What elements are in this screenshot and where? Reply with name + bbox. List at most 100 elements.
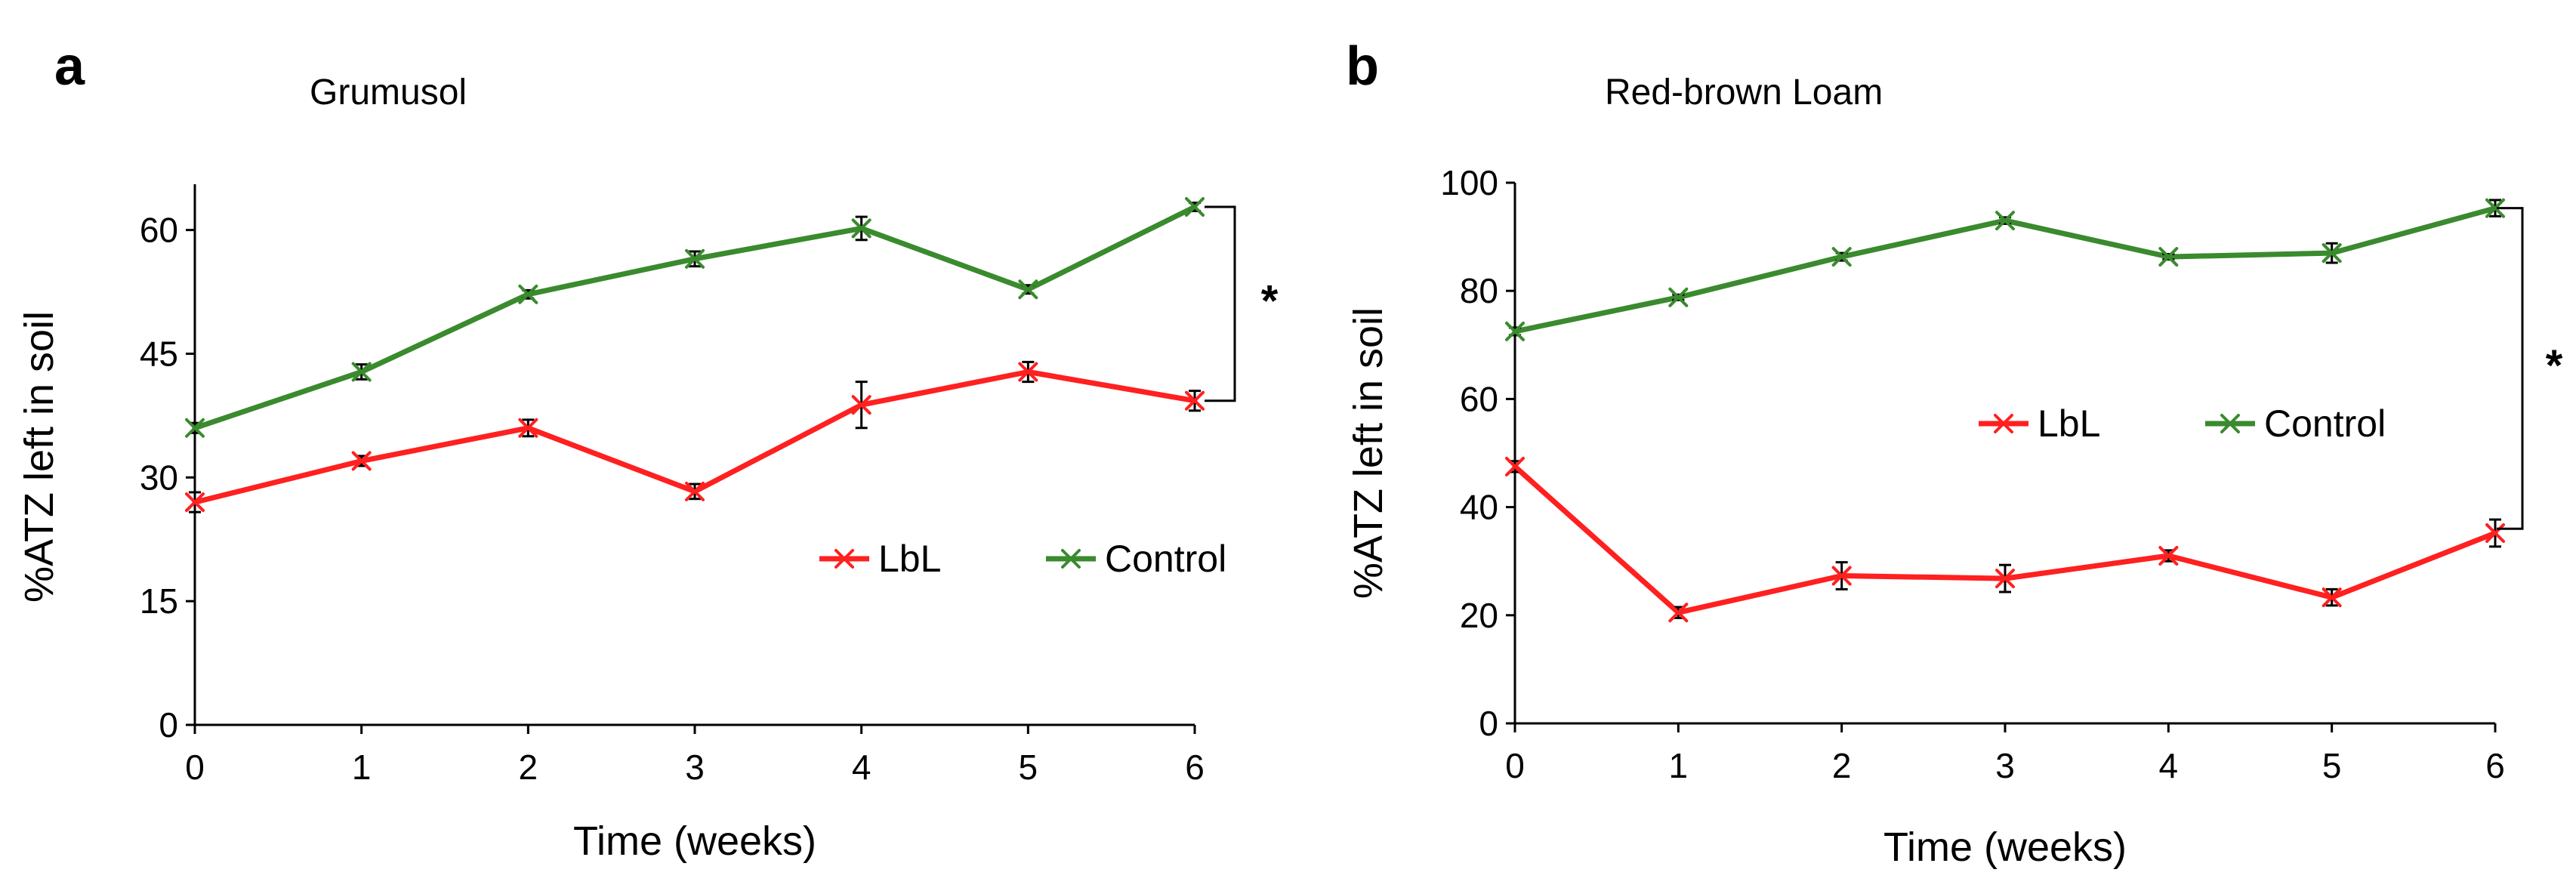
y-tick-label: 60 [140,211,178,250]
x-tick-label: 1 [1669,746,1689,785]
panel-title: Grumusol [310,72,467,113]
x-tick-label: 0 [1505,746,1525,785]
y-tick-label: 15 [140,581,178,621]
legend-swatch-marker [835,549,854,569]
significance-star: * [1261,276,1279,325]
data-point [851,395,872,415]
legend-swatch-marker [2220,414,2240,433]
y-axis-label: %ATZ left in soil [17,311,62,603]
data-point-stroke-2 [1018,362,1038,382]
data-point [1668,603,1689,623]
data-point [2485,198,2505,218]
data-point-stroke-2 [185,492,205,513]
data-point-stroke-2 [518,284,538,304]
x-tick-label: 4 [852,748,872,787]
data-point-stroke-2 [851,218,872,239]
legend-swatch-marker-stroke-2 [1994,414,2013,433]
x-tick-label: 6 [1185,748,1205,787]
data-point-stroke-2 [1668,603,1689,623]
x-tick-label: 0 [185,748,205,787]
data-point-stroke-2 [185,418,205,438]
y-tick-label: 100 [1440,163,1498,202]
data-point [351,362,372,382]
legend-swatch-marker-stroke-2 [835,549,854,569]
y-tick-label: 0 [1479,704,1498,743]
significance-bracket [1205,205,1236,402]
data-point-stroke-2 [2158,546,2179,566]
x-axis-label: Time (weeks) [573,819,816,864]
data-point-stroke-2 [1668,287,1689,307]
data-point-stroke-2 [685,248,705,269]
x-tick-label: 2 [1832,746,1852,785]
y-tick-label: 0 [159,705,178,745]
legend-label: LbL [878,538,941,580]
y-tick-label: 20 [1460,596,1498,635]
data-point [685,248,705,269]
data-point [1995,569,2015,589]
y-axis-label: %ATZ left in soil [1346,307,1391,599]
legend-label: Control [1105,538,1226,580]
data-point-stroke-2 [1831,247,1852,267]
legend: LbL Control [1979,402,2386,445]
data-point-stroke-2 [351,451,372,471]
data-point-stroke-2 [1831,566,1852,586]
x-tick-label: 5 [1019,748,1038,787]
legend-label: Control [2264,402,2386,445]
data-point [1995,211,2015,231]
series-line [192,369,1198,505]
data-point [1018,279,1038,300]
data-point-stroke-2 [2158,247,2179,267]
data-point-stroke-2 [2485,523,2505,543]
x-tick-label: 2 [519,748,538,787]
data-point-stroke-2 [1185,390,1205,411]
data-point [185,418,205,438]
data-point-stroke-2 [851,395,872,415]
data-point [351,451,372,471]
data-point [851,218,872,239]
legend-item-lbl: LbL [1979,402,2100,445]
x-tick-label: 5 [2322,746,2342,785]
data-point [518,418,538,438]
legend-item-lbl: LbL [819,538,941,580]
legend-swatch-marker [1994,414,2013,433]
legend-swatch-marker-stroke-2 [1061,549,1081,569]
x-tick-label: 4 [2159,746,2179,785]
x-tick-label: 1 [352,748,372,787]
significance-star: * [2546,341,2563,390]
data-point-stroke-2 [2321,587,2342,608]
data-point-stroke-2 [1505,321,1525,341]
data-point [2321,587,2342,608]
data-point [185,492,205,513]
data-point-stroke-2 [1185,197,1205,217]
data-point [1505,456,1525,476]
x-tick-label: 6 [2485,746,2505,785]
data-point-stroke-2 [518,418,538,438]
legend-item-control: Control [2205,402,2386,445]
y-tick-label: 60 [1460,379,1498,418]
panel-b: b Red-brown Loam 0 20 40 60 80 100 0 1 2 3 4 5 6 Time (… [1346,36,2563,870]
data-point [1668,287,1689,307]
panel-letter: b [1346,36,1379,97]
data-point-stroke-2 [2321,243,2342,264]
data-point [1018,362,1038,382]
data-point [1185,390,1205,411]
panel-title: Red-brown Loam [1605,72,1883,113]
y-tick-label: 45 [140,334,178,373]
legend-item-control: Control [1046,538,1226,580]
legend: LbL Control [819,538,1226,580]
data-point-stroke-2 [1995,569,2015,589]
legend-label: LbL [2038,402,2100,445]
data-point [2321,243,2342,264]
legend-swatch-marker [1061,549,1081,569]
y-tick-label: 30 [140,458,178,497]
data-point-stroke-2 [1505,456,1525,476]
data-point-stroke-2 [685,481,705,501]
data-point-stroke-2 [351,362,372,382]
data-point [2485,523,2505,543]
x-axis-label: Time (weeks) [1883,825,2127,870]
legend-swatch-marker-stroke-2 [2220,414,2240,433]
data-point-stroke-2 [2485,198,2505,218]
y-tick-label: 40 [1460,488,1498,527]
